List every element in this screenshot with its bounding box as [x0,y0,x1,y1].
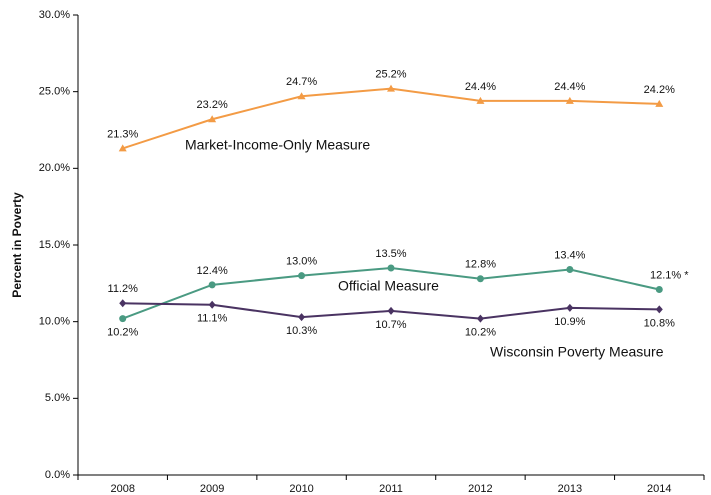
y-tick-label: 15.0% [39,239,70,251]
x-tick-label: 2010 [289,483,313,495]
marker [119,315,127,323]
y-axis-label: Percent in Poverty [10,192,24,298]
marker [655,305,663,314]
value-label: 12.8% [465,259,496,271]
marker [565,96,574,104]
value-label: 10.8% [644,317,675,329]
value-label: 13.0% [286,256,317,268]
marker [298,272,306,280]
marker [476,275,484,283]
y-tick-label: 0.0% [45,469,70,481]
value-label: 25.2% [375,69,406,81]
value-label: 12.4% [197,265,228,277]
marker [208,115,217,123]
value-label: 21.3% [107,128,138,140]
x-tick-label: 2011 [379,483,403,495]
x-tick-label: 2012 [468,483,492,495]
marker [208,281,216,289]
series-label: Official Measure [338,278,439,294]
value-label: 10.2% [107,327,138,339]
value-label: 13.5% [375,248,406,260]
marker [387,264,395,272]
x-tick-label: 2009 [200,483,224,495]
value-label: 10.3% [286,325,317,337]
y-tick-label: 30.0% [39,9,70,21]
marker [119,299,127,308]
value-label: 12.1% * [650,269,689,281]
value-label: 10.9% [554,316,585,328]
y-tick-label: 10.0% [39,316,70,328]
marker [387,306,395,315]
series-label: Market-Income-Only Measure [185,137,370,153]
y-tick-label: 20.0% [39,162,70,174]
x-tick-label: 2013 [558,483,582,495]
y-tick-label: 25.0% [39,86,70,98]
value-label: 10.2% [465,327,496,339]
value-label: 24.2% [644,84,675,96]
value-label: 24.4% [465,81,496,93]
value-label: 13.4% [554,249,585,261]
x-tick-label: 2008 [110,483,134,495]
marker [298,313,306,322]
value-label: 23.2% [197,99,228,111]
marker [476,96,485,104]
marker [118,144,127,152]
x-tick-label: 2014 [647,483,671,495]
marker [655,99,664,107]
value-label: 24.4% [554,81,585,93]
value-label: 11.1% [197,313,228,325]
marker [208,300,216,309]
marker [476,314,484,323]
value-label: 11.2% [108,283,139,295]
marker [566,303,574,312]
marker [566,266,574,274]
marker [655,285,663,293]
value-label: 24.7% [286,76,317,88]
value-label: 10.7% [375,319,406,331]
marker [297,92,306,100]
series-label: Wisconsin Poverty Measure [490,344,664,360]
y-tick-label: 5.0% [45,392,70,404]
marker [387,84,395,92]
